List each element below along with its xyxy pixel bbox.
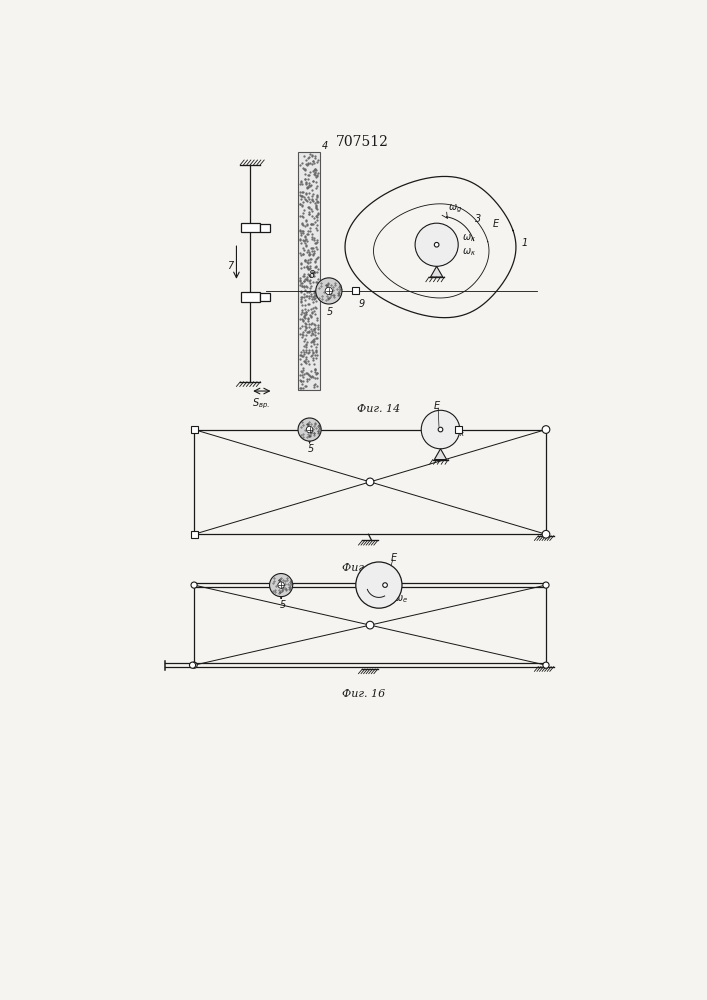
Polygon shape [434, 449, 447, 460]
Text: 6: 6 [426, 224, 432, 234]
Text: 4: 4 [322, 141, 328, 151]
Text: E: E [433, 401, 440, 411]
Polygon shape [431, 266, 443, 277]
Text: 1: 1 [521, 238, 527, 248]
Circle shape [191, 582, 197, 588]
Text: $S_{вр.}$: $S_{вр.}$ [252, 396, 270, 411]
Bar [241, 292, 259, 302]
Text: $\omega_{e}$: $\omega_{e}$ [395, 593, 409, 605]
Circle shape [542, 426, 550, 433]
Text: E: E [493, 219, 499, 229]
Text: 5: 5 [308, 444, 314, 454]
Circle shape [306, 426, 312, 433]
Circle shape [278, 582, 284, 588]
Circle shape [356, 562, 402, 608]
Text: Фиг. 15: Фиг. 15 [342, 563, 385, 573]
Text: 5: 5 [279, 600, 286, 610]
Text: 3: 3 [475, 214, 481, 224]
Text: 7: 7 [227, 261, 233, 271]
Text: 707512: 707512 [337, 135, 389, 149]
Circle shape [298, 418, 321, 441]
Text: $\omega_{\kappa}$: $\omega_{\kappa}$ [462, 247, 477, 258]
Circle shape [189, 662, 196, 668]
Bar [298, 152, 320, 389]
Circle shape [316, 278, 342, 304]
Circle shape [325, 287, 332, 295]
Circle shape [191, 662, 197, 668]
Circle shape [366, 478, 374, 486]
Circle shape [269, 574, 293, 597]
Text: E: E [391, 553, 397, 563]
Bar [191, 531, 197, 538]
Circle shape [382, 583, 387, 587]
Text: 5: 5 [327, 307, 334, 317]
Bar [259, 293, 270, 301]
Bar [259, 224, 270, 232]
Text: Фиг. 14: Фиг. 14 [357, 404, 401, 414]
Text: $\omega_g$: $\omega_g$ [448, 202, 462, 215]
Circle shape [415, 223, 458, 266]
Bar [241, 223, 259, 232]
Circle shape [421, 410, 460, 449]
Text: 2: 2 [415, 236, 421, 246]
Text: $\omega_{\kappa}$: $\omega_{\kappa}$ [462, 233, 477, 244]
Circle shape [543, 582, 549, 588]
Text: $\omega_{\kappa}$: $\omega_{\kappa}$ [451, 427, 465, 439]
Circle shape [543, 662, 549, 668]
Text: 9: 9 [359, 299, 365, 309]
Circle shape [438, 427, 443, 432]
Bar [455, 426, 462, 433]
Text: 8: 8 [309, 270, 315, 280]
Bar [352, 287, 359, 294]
Circle shape [366, 621, 374, 629]
Circle shape [434, 242, 439, 247]
Text: Фиг. 16: Фиг. 16 [342, 689, 385, 699]
Bar [191, 426, 197, 433]
Circle shape [542, 530, 550, 538]
